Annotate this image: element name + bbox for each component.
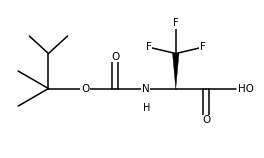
Text: O: O bbox=[81, 84, 89, 94]
Text: HO: HO bbox=[238, 84, 254, 94]
Text: O: O bbox=[202, 115, 210, 125]
Text: O: O bbox=[111, 52, 119, 62]
Text: F: F bbox=[200, 42, 206, 52]
Text: H: H bbox=[143, 103, 151, 113]
Text: N: N bbox=[142, 84, 149, 94]
Polygon shape bbox=[173, 54, 179, 88]
Text: F: F bbox=[146, 42, 152, 52]
Text: F: F bbox=[173, 18, 179, 28]
